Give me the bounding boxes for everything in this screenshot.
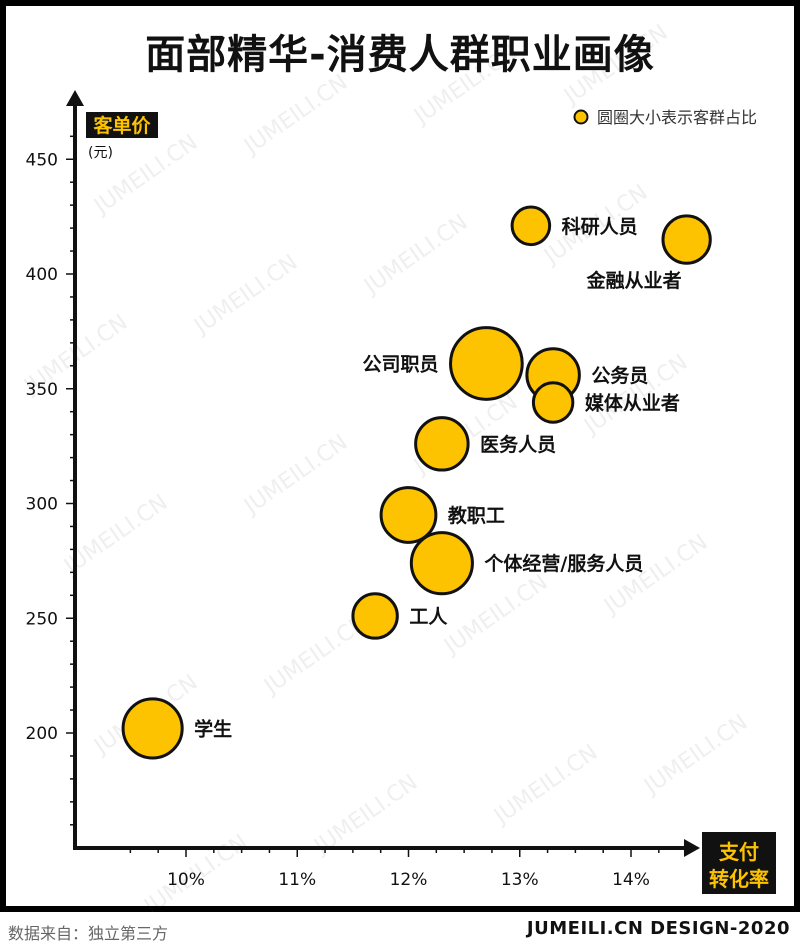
- watermark-text: JUMEILI.CN: [489, 740, 603, 830]
- y-tick-label: 300: [26, 495, 58, 515]
- bubble: [121, 697, 184, 760]
- x-tick-label: 10%: [167, 870, 205, 890]
- watermark-text: JUMEILI.CN: [89, 130, 203, 220]
- x-tick-label: 11%: [278, 870, 316, 890]
- bubble: [449, 326, 524, 401]
- bubble-label: 教职工: [448, 504, 505, 527]
- bubble-label: 个体经营/服务人员: [483, 552, 643, 575]
- x-tick-label: 14%: [612, 870, 650, 890]
- bubble-label: 医务人员: [480, 433, 556, 456]
- x-axis-arrow: [684, 839, 700, 857]
- watermark-text: JUMEILI.CN: [639, 710, 753, 800]
- bubble: [661, 214, 712, 265]
- bubble: [379, 486, 438, 544]
- watermark-text: JUMEILI.CN: [359, 210, 473, 300]
- watermark-text: JUMEILI.CN: [559, 20, 673, 110]
- bubble: [414, 416, 470, 472]
- y-tick-label: 250: [26, 609, 58, 629]
- bubble-label: 媒体从业者: [585, 392, 680, 415]
- bubble-label: 学生: [194, 717, 232, 740]
- watermark-text: JUMEILI.CN: [599, 530, 713, 620]
- bubble-label: 科研人员: [562, 215, 638, 238]
- y-tick-label: 400: [26, 265, 58, 285]
- watermark-text: JUMEILI.CN: [189, 250, 303, 340]
- legend-marker: [573, 109, 589, 125]
- brand-credit: JUMEILI.CN DESIGN-2020: [526, 918, 790, 939]
- bubble-label: 公司职员: [363, 354, 439, 376]
- watermark-text: JUMEILI.CN: [409, 40, 523, 130]
- bubble-label: 公务员: [591, 364, 648, 387]
- y-axis-unit: (元): [88, 145, 113, 161]
- x-axis-label: 支付: [719, 840, 759, 864]
- x-tick-label: 12%: [390, 870, 428, 890]
- y-tick-label: 200: [26, 724, 58, 744]
- bubble: [531, 381, 575, 424]
- x-tick-label: 13%: [501, 870, 539, 890]
- chart-title: 面部精华-消费人群职业画像: [145, 32, 655, 78]
- bubble-label: 工人: [409, 606, 448, 628]
- x-axis-label-box: [702, 832, 776, 894]
- bubble-label: 金融从业者: [586, 269, 682, 292]
- bubble: [510, 205, 552, 247]
- y-axis-arrow: [66, 90, 84, 106]
- watermark-text: JUMEILI.CN: [239, 430, 353, 520]
- data-source: 数据来自：独立第三方: [8, 924, 169, 943]
- y-axis-label: 客单价: [93, 114, 151, 137]
- y-tick-label: 450: [26, 150, 58, 170]
- legend-text: 圆圈大小表示客群占比: [597, 108, 757, 127]
- chart-panel: [6, 6, 794, 906]
- watermark-text: JUMEILI.CN: [239, 70, 353, 160]
- x-axis-label: 转化率: [709, 867, 769, 891]
- bubble: [351, 592, 399, 640]
- y-axis-label-box: [86, 112, 158, 138]
- y-tick-label: 350: [26, 380, 58, 400]
- bubble: [409, 531, 474, 596]
